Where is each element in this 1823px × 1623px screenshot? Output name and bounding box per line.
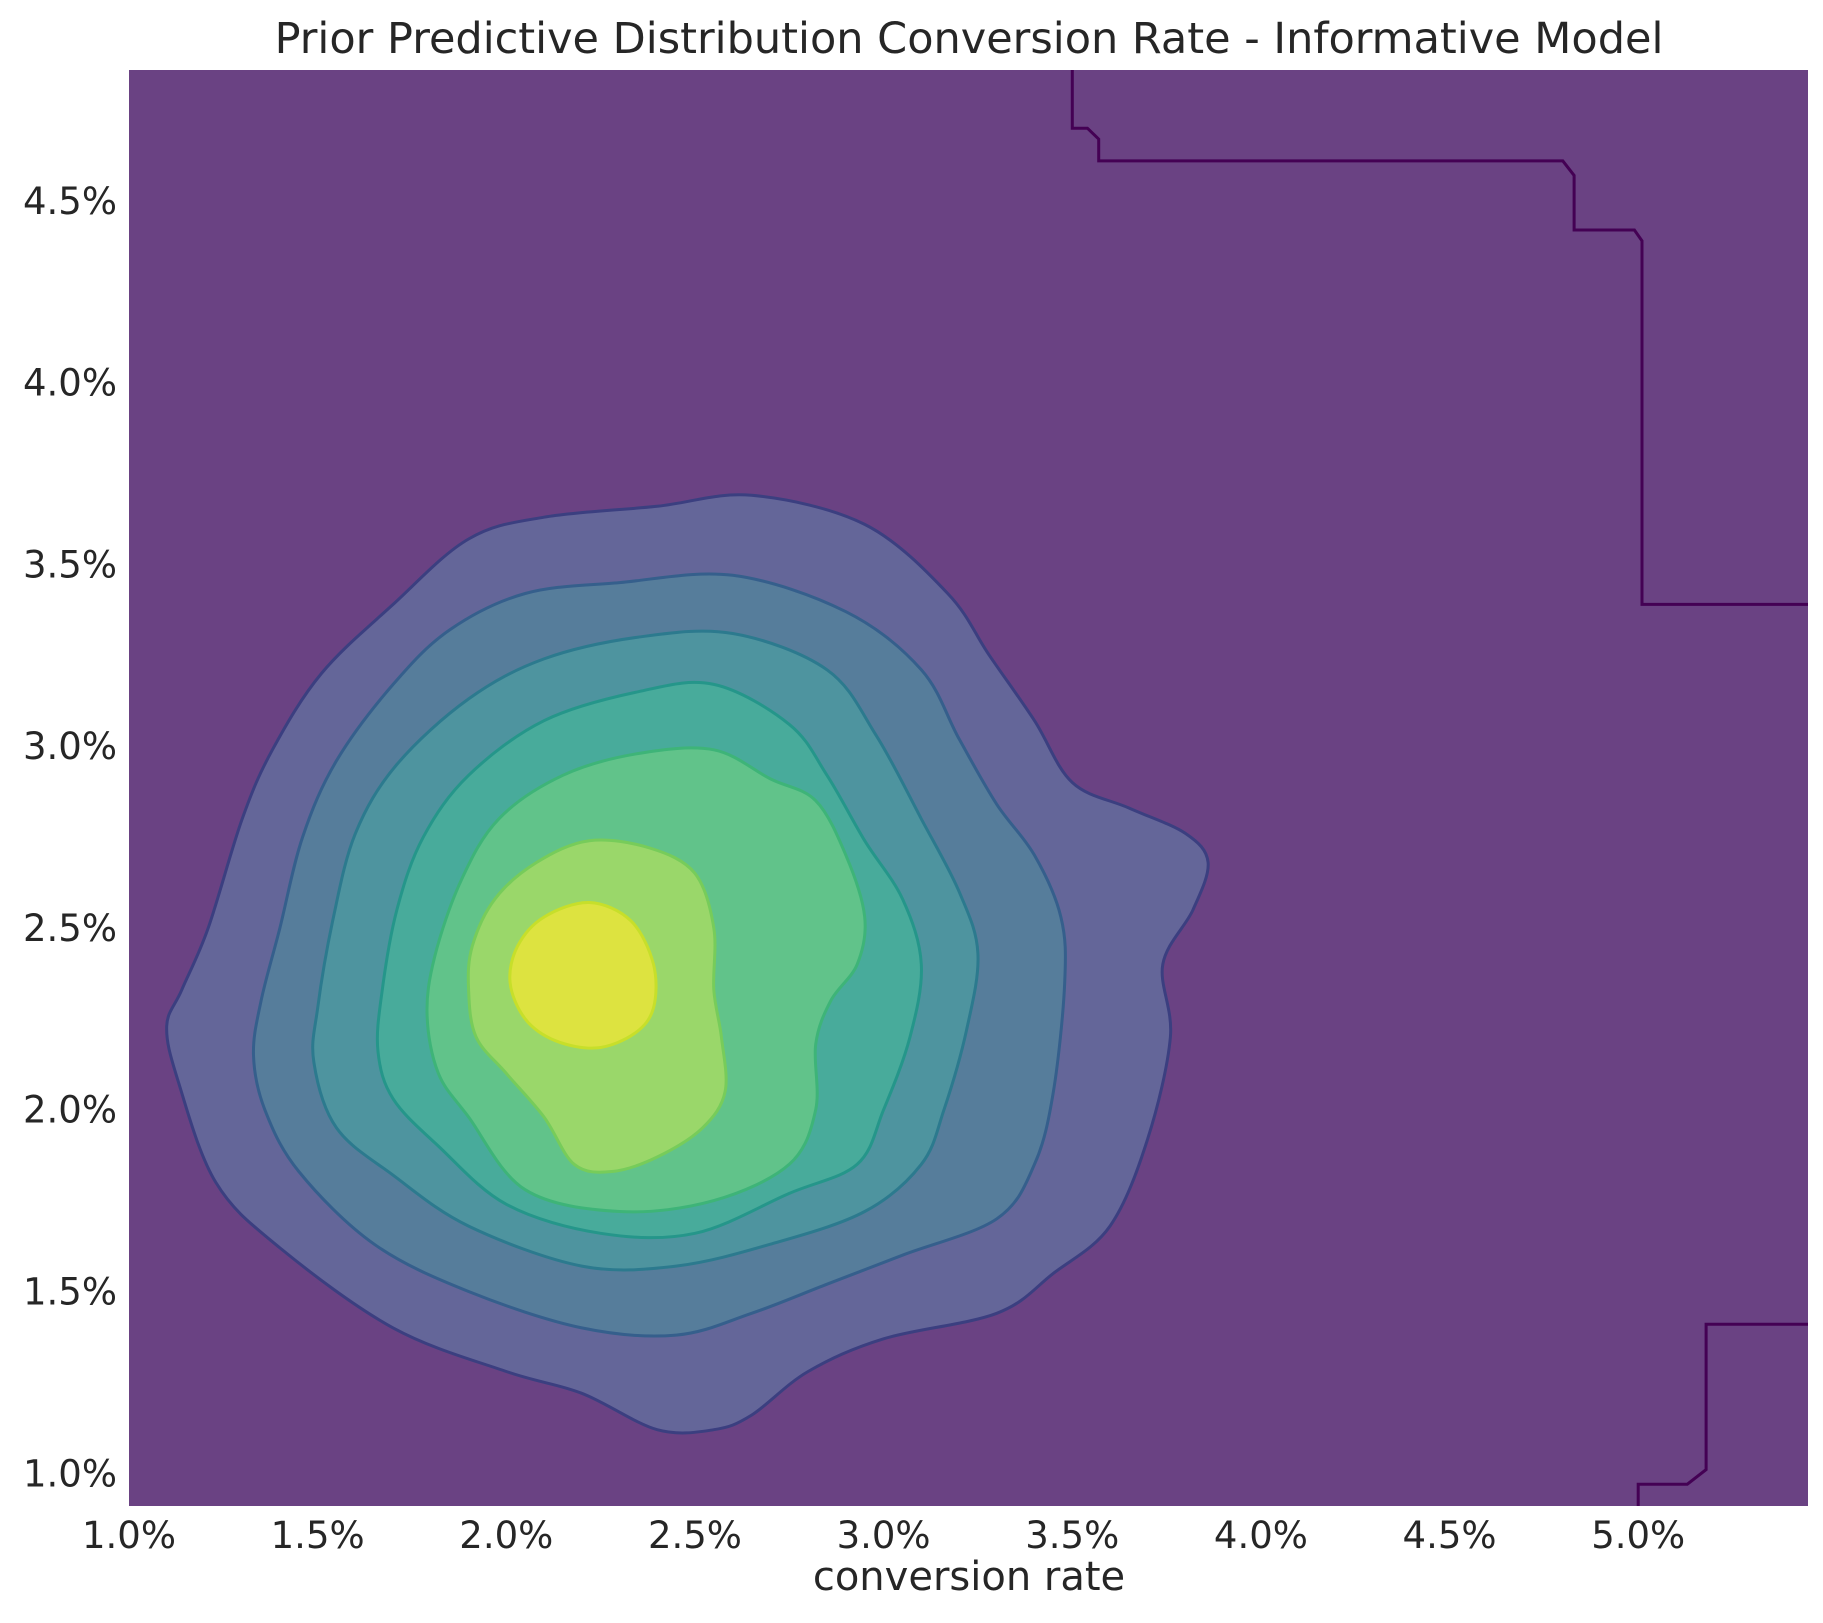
x-tick-label: 4.0% (1214, 1514, 1308, 1557)
plot-area (129, 70, 1808, 1506)
y-tick-label: 1.0% (23, 1452, 117, 1495)
y-tick-label: 1.5% (23, 1271, 117, 1314)
x-tick-label: 1.0% (82, 1514, 176, 1557)
x-tick-label: 2.0% (459, 1514, 553, 1557)
boundary-line-top-right (1070, 70, 1808, 606)
y-axis-ticks: 1.0% 1.5% 2.0% 2.5% 3.0% 3.5% 4.0% 4.5% (23, 180, 117, 1495)
x-tick-label: 4.5% (1403, 1514, 1497, 1557)
x-tick-label: 5.0% (1591, 1514, 1685, 1557)
x-axis-ticks: 1.0% 1.5% 2.0% 2.5% 3.0% 3.5% 4.0% 4.5% 5.0% (82, 1514, 1685, 1557)
x-tick-label: 3.5% (1025, 1514, 1119, 1557)
y-tick-label: 4.0% (23, 362, 117, 405)
y-tick-label: 2.0% (23, 1089, 117, 1132)
chart-title: Prior Predictive Distribution Conversion… (275, 14, 1664, 64)
x-tick-label: 1.5% (271, 1514, 365, 1557)
boundary-line-bottom-right (1636, 1322, 1808, 1506)
y-tick-label: 2.5% (23, 907, 117, 950)
x-axis-label: conversion rate (813, 1554, 1125, 1600)
y-tick-label: 3.5% (23, 543, 117, 586)
contour-level-7 (508, 900, 658, 1050)
x-tick-label: 3.0% (837, 1514, 931, 1557)
x-tick-label: 2.5% (648, 1514, 742, 1557)
y-tick-label: 4.5% (23, 180, 117, 223)
y-tick-label: 3.0% (23, 725, 117, 768)
